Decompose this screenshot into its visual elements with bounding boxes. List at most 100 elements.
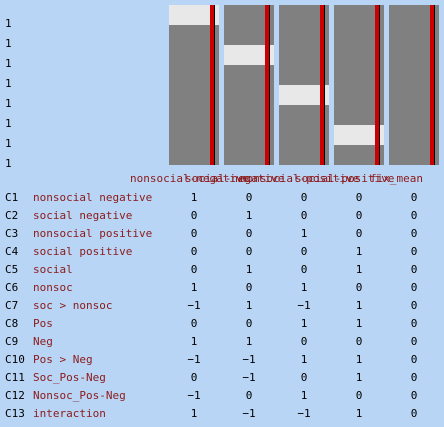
contrast-name[interactable]: Neg (33, 335, 53, 348)
design-cell (389, 65, 439, 85)
contrast-weight: 0 (410, 227, 418, 240)
column-header: social-negative (185, 172, 285, 185)
contrast-row[interactable]: C1 nonsocial negative 1 0 0 0 0 (0, 189, 444, 207)
design-cell (169, 125, 219, 145)
design-cell (389, 45, 439, 65)
design-matrix (0, 0, 444, 170)
design-cell (224, 85, 274, 105)
contrast-row[interactable]: C10 Pos > Neg −1 −1 1 1 0 (0, 351, 444, 369)
column-value-line (210, 5, 214, 165)
contrast-weight: 1 (355, 353, 363, 366)
contrast-id: C2 (5, 209, 19, 222)
contrast-name[interactable]: Nonsoc_Pos-Neg (33, 389, 126, 402)
contrast-weight: 1 (355, 317, 363, 330)
design-row-label: 1 (5, 137, 12, 150)
column-value-line-edge (269, 5, 270, 165)
column-header: nonsocial-positive (240, 172, 360, 185)
contrast-row[interactable]: C8 Pos 0 0 1 1 0 (0, 315, 444, 333)
contrast-row[interactable]: C3 nonsocial positive 0 0 1 0 0 (0, 225, 444, 243)
contrast-weight: 0 (410, 389, 418, 402)
design-cell (334, 45, 384, 65)
contrast-id: C8 (5, 317, 19, 330)
contrast-weight: 0 (410, 317, 418, 330)
contrast-weight: 1 (355, 245, 363, 258)
design-cell (169, 5, 219, 25)
design-row-label: 1 (5, 117, 12, 130)
contrast-name[interactable]: social positive (33, 245, 133, 258)
contrast-weight: 0 (355, 191, 363, 204)
contrast-id: C1 (5, 191, 19, 204)
design-cell (279, 25, 329, 45)
design-cell (169, 25, 219, 45)
design-cell (334, 25, 384, 45)
contrast-weight: 0 (300, 371, 308, 384)
contrast-row[interactable]: C4 social positive 0 0 0 1 0 (0, 243, 444, 261)
contrast-weight: 0 (355, 281, 363, 294)
contrast-id: C9 (5, 335, 19, 348)
contrast-name[interactable]: interaction (33, 407, 106, 420)
contrast-row[interactable]: C11 Soc_Pos-Neg 0 −1 0 1 0 (0, 369, 444, 387)
contrast-weight: 0 (300, 209, 308, 222)
design-row-label: 1 (5, 97, 12, 110)
design-cell (224, 25, 274, 45)
contrast-weight: 1 (300, 227, 308, 240)
design-cell (279, 125, 329, 145)
contrast-weight: 0 (300, 245, 308, 258)
design-cell (389, 85, 439, 105)
contrast-weight: −1 (187, 389, 201, 402)
design-cell (334, 85, 384, 105)
contrast-name[interactable]: nonsocial positive (33, 227, 153, 240)
contrast-id: C3 (5, 227, 19, 240)
contrast-weight: 1 (300, 317, 308, 330)
contrast-row[interactable]: C13 interaction 1 −1 −1 1 0 (0, 405, 444, 423)
design-cell (334, 65, 384, 85)
contrast-row[interactable]: C9 Neg 1 1 0 0 0 (0, 333, 444, 351)
column-value-line-edge (379, 5, 380, 165)
column-value-line (430, 5, 434, 165)
contrast-weight: 1 (355, 407, 363, 420)
contrast-name[interactable]: Pos > Neg (33, 353, 93, 366)
contrast-row[interactable]: C7 soc > nonsoc −1 1 −1 1 0 (0, 297, 444, 315)
design-cell (169, 105, 219, 125)
design-cell (169, 145, 219, 165)
column-header: social-positive (295, 172, 395, 185)
contrast-weight: −1 (242, 407, 256, 420)
contrast-weight: 1 (300, 281, 308, 294)
contrast-weight: 0 (190, 263, 198, 276)
contrast-row[interactable]: C2 social negative 0 1 0 0 0 (0, 207, 444, 225)
contrast-name[interactable]: soc > nonsoc (33, 299, 113, 312)
column-value-line-edge (434, 5, 435, 165)
contrast-row[interactable]: C12 Nonsoc_Pos-Neg −1 0 1 0 0 (0, 387, 444, 405)
contrast-name[interactable]: nonsoc (33, 281, 73, 294)
contrast-weight: 0 (410, 209, 418, 222)
design-cell (389, 5, 439, 25)
design-cell (169, 65, 219, 85)
design-cell (224, 65, 274, 85)
contrast-name[interactable]: Soc_Pos-Neg (33, 371, 106, 384)
contrast-name[interactable]: social (33, 263, 73, 276)
contrast-id: C11 (5, 371, 25, 384)
design-cell (334, 5, 384, 25)
contrast-weight: −1 (297, 407, 311, 420)
contrast-row[interactable]: C6 nonsoc 1 0 1 0 0 (0, 279, 444, 297)
contrast-row[interactable]: C5 social 0 1 0 1 0 (0, 261, 444, 279)
contrast-name[interactable]: nonsocial negative (33, 191, 153, 204)
design-row-label: 1 (5, 57, 12, 70)
column-value-line (320, 5, 324, 165)
contrast-weight: 0 (410, 263, 418, 276)
contrast-weight: 0 (410, 407, 418, 420)
contrast-id: C6 (5, 281, 19, 294)
design-row-label: 1 (5, 157, 12, 170)
design-cell (279, 45, 329, 65)
contrast-weight: 1 (245, 263, 253, 276)
contrast-name[interactable]: social negative (33, 209, 133, 222)
contrast-weight: 1 (190, 191, 198, 204)
design-cell (334, 145, 384, 165)
contrast-weight: 1 (355, 263, 363, 276)
contrast-weight: 0 (190, 227, 198, 240)
design-cell (169, 85, 219, 105)
contrast-weight: 0 (300, 263, 308, 276)
design-cell (279, 145, 329, 165)
contrast-name[interactable]: Pos (33, 317, 53, 330)
design-cell (389, 105, 439, 125)
